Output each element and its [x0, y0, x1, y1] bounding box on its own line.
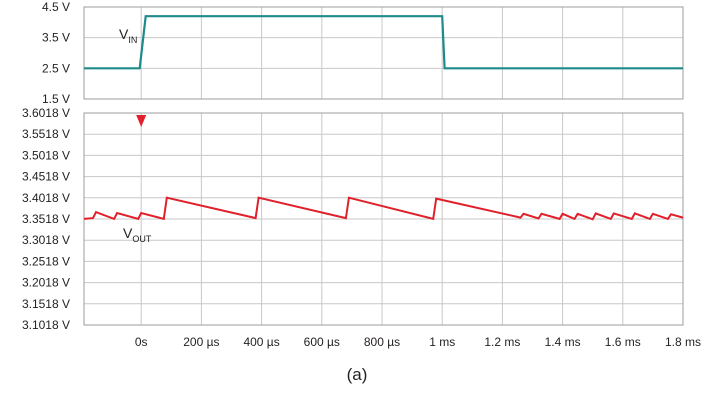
y-tick-label: 3.1518 V — [22, 297, 70, 311]
vin-grid — [84, 6, 684, 100]
vout-trace — [83, 196, 684, 221]
y-tick-label: 3.2518 V — [22, 254, 70, 268]
x-tick-label: 400 µs — [243, 335, 279, 349]
y-tick-label: 3.6018 V — [22, 106, 70, 120]
figure-caption: (a) — [347, 365, 368, 384]
trigger-marker-icon — [136, 115, 147, 127]
y-tick-label: 3.2018 V — [22, 276, 70, 290]
vin-y-axis: 4.5 V 3.5 V 2.5 V 1.5 V — [42, 0, 70, 106]
x-tick-label: 1 ms — [429, 335, 455, 349]
vin-trace — [84, 15, 683, 70]
y-tick-label: 4.5 V — [42, 0, 70, 14]
y-tick-label: 3.4518 V — [22, 170, 70, 184]
y-tick-label: 1.5 V — [42, 92, 70, 106]
x-tick-label: 800 µs — [364, 335, 400, 349]
x-tick-label: 600 µs — [304, 335, 340, 349]
y-tick-label: 3.1018 V — [22, 318, 70, 332]
vout-panel: 3.6018 V 3.5518 V 3.5018 V 3.4518 V 3.4018 V… — [22, 106, 701, 349]
y-tick-label: 3.5 V — [42, 31, 70, 45]
y-tick-label: 3.5018 V — [22, 148, 70, 162]
vin-signal-label: VIN — [119, 26, 137, 45]
y-tick-label: 3.3518 V — [22, 212, 70, 226]
y-tick-label: 2.5 V — [42, 61, 70, 75]
x-tick-label: 1.6 ms — [605, 335, 641, 349]
time-axis: 0s 200 µs 400 µs 600 µs 800 µs 1 ms 1.2 ms 1.4 … — [135, 335, 701, 349]
vin-plot-frame — [83, 6, 684, 100]
y-tick-label: 3.5518 V — [22, 127, 70, 141]
x-tick-label: 1.8 ms — [665, 335, 701, 349]
x-tick-label: 1.4 ms — [545, 335, 581, 349]
vout-y-axis: 3.6018 V 3.5518 V 3.5018 V 3.4518 V 3.4018 V… — [22, 106, 70, 332]
x-tick-label: 0s — [135, 335, 148, 349]
x-tick-label: 1.2 ms — [484, 335, 520, 349]
y-tick-label: 3.4018 V — [22, 191, 70, 205]
x-tick-label: 200 µs — [183, 335, 219, 349]
y-tick-label: 3.3018 V — [22, 233, 70, 247]
vout-plot-frame — [83, 112, 684, 326]
vin-panel: 4.5 V 3.5 V 2.5 V 1.5 V VIN — [42, 0, 684, 106]
vout-signal-label: VOUT — [123, 225, 152, 244]
